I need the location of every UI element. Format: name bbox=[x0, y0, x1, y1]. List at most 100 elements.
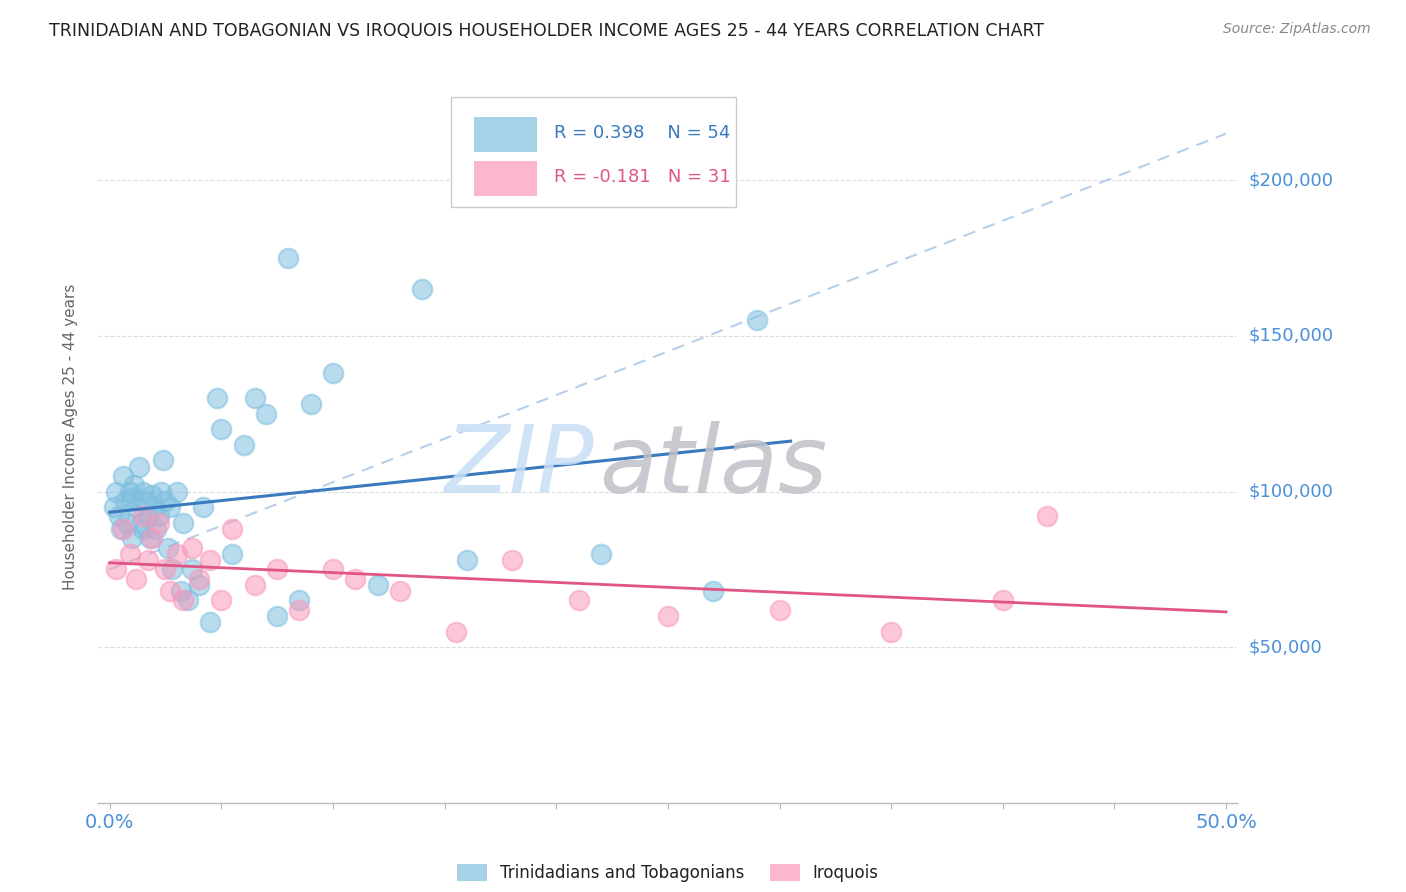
Point bbox=[501, 553, 523, 567]
Point bbox=[118, 547, 141, 561]
Point bbox=[221, 522, 243, 536]
Point bbox=[155, 494, 177, 508]
Point bbox=[121, 491, 143, 505]
Point bbox=[114, 494, 136, 508]
Point bbox=[221, 547, 243, 561]
Point bbox=[118, 484, 141, 499]
Text: ZIP: ZIP bbox=[444, 421, 593, 512]
FancyBboxPatch shape bbox=[474, 117, 537, 152]
Point bbox=[198, 553, 221, 567]
Point bbox=[411, 282, 433, 296]
Point bbox=[125, 500, 148, 515]
Point bbox=[152, 453, 174, 467]
Point bbox=[159, 584, 181, 599]
Text: atlas: atlas bbox=[599, 421, 828, 512]
Point bbox=[198, 615, 221, 630]
Point bbox=[149, 484, 172, 499]
Point bbox=[288, 593, 311, 607]
Point bbox=[132, 484, 155, 499]
Point bbox=[145, 522, 167, 536]
Text: $100,000: $100,000 bbox=[1249, 483, 1333, 500]
Point bbox=[160, 562, 183, 576]
Point bbox=[177, 593, 200, 607]
Point bbox=[172, 593, 194, 607]
Text: $200,000: $200,000 bbox=[1249, 171, 1333, 189]
Point bbox=[143, 500, 166, 515]
Text: Source: ZipAtlas.com: Source: ZipAtlas.com bbox=[1223, 22, 1371, 37]
Point bbox=[139, 531, 162, 545]
Text: $50,000: $50,000 bbox=[1249, 638, 1322, 657]
Point bbox=[193, 500, 215, 515]
Point bbox=[456, 553, 478, 567]
Point bbox=[117, 516, 139, 530]
Point bbox=[209, 593, 232, 607]
Point bbox=[444, 624, 467, 639]
FancyBboxPatch shape bbox=[474, 161, 537, 195]
Point bbox=[187, 572, 209, 586]
Point bbox=[589, 547, 612, 561]
Point bbox=[121, 531, 143, 545]
Point bbox=[141, 531, 163, 545]
Point bbox=[232, 438, 254, 452]
Point bbox=[132, 522, 155, 536]
Point bbox=[103, 500, 125, 515]
Point bbox=[768, 603, 790, 617]
Text: R = -0.181   N = 31: R = -0.181 N = 31 bbox=[554, 169, 731, 186]
Point bbox=[747, 313, 769, 327]
Point bbox=[322, 366, 344, 380]
Point bbox=[136, 553, 159, 567]
Point bbox=[657, 609, 679, 624]
Text: R = 0.398    N = 54: R = 0.398 N = 54 bbox=[554, 124, 730, 143]
Point bbox=[148, 516, 170, 530]
FancyBboxPatch shape bbox=[451, 97, 737, 207]
Point bbox=[156, 541, 179, 555]
Point bbox=[187, 578, 209, 592]
Point bbox=[367, 578, 389, 592]
Point bbox=[266, 562, 288, 576]
Point bbox=[205, 391, 228, 405]
Point bbox=[155, 562, 177, 576]
Point bbox=[166, 484, 188, 499]
Point bbox=[991, 593, 1014, 607]
Point bbox=[132, 509, 155, 524]
Point bbox=[266, 609, 288, 624]
Point bbox=[181, 562, 204, 576]
Point bbox=[243, 391, 266, 405]
Point bbox=[880, 624, 903, 639]
Point bbox=[166, 547, 188, 561]
Point bbox=[111, 522, 134, 536]
Point bbox=[299, 397, 322, 411]
Point bbox=[702, 584, 724, 599]
Point bbox=[107, 509, 129, 524]
Point bbox=[277, 251, 299, 265]
Point bbox=[128, 459, 150, 474]
Text: $150,000: $150,000 bbox=[1249, 327, 1333, 345]
Point bbox=[125, 572, 148, 586]
Point bbox=[111, 469, 134, 483]
Point bbox=[322, 562, 344, 576]
Point bbox=[181, 541, 204, 555]
Point bbox=[254, 407, 277, 421]
Point bbox=[136, 509, 159, 524]
Point bbox=[209, 422, 232, 436]
Point bbox=[1036, 509, 1059, 524]
Point bbox=[170, 584, 193, 599]
Y-axis label: Householder Income Ages 25 - 44 years: Householder Income Ages 25 - 44 years bbox=[63, 284, 77, 591]
Point bbox=[172, 516, 194, 530]
Point bbox=[344, 572, 367, 586]
Point bbox=[105, 562, 128, 576]
Point bbox=[134, 494, 156, 508]
Text: TRINIDADIAN AND TOBAGONIAN VS IROQUOIS HOUSEHOLDER INCOME AGES 25 - 44 YEARS COR: TRINIDADIAN AND TOBAGONIAN VS IROQUOIS H… bbox=[49, 22, 1045, 40]
Point bbox=[141, 488, 163, 502]
Point bbox=[288, 603, 311, 617]
Point bbox=[105, 484, 128, 499]
Legend: Trinidadians and Tobagonians, Iroquois: Trinidadians and Tobagonians, Iroquois bbox=[457, 864, 879, 882]
Point bbox=[122, 478, 145, 492]
Point bbox=[567, 593, 589, 607]
Point bbox=[148, 509, 170, 524]
Point bbox=[110, 522, 132, 536]
Point bbox=[388, 584, 411, 599]
Point bbox=[159, 500, 181, 515]
Point bbox=[129, 516, 152, 530]
Point bbox=[243, 578, 266, 592]
